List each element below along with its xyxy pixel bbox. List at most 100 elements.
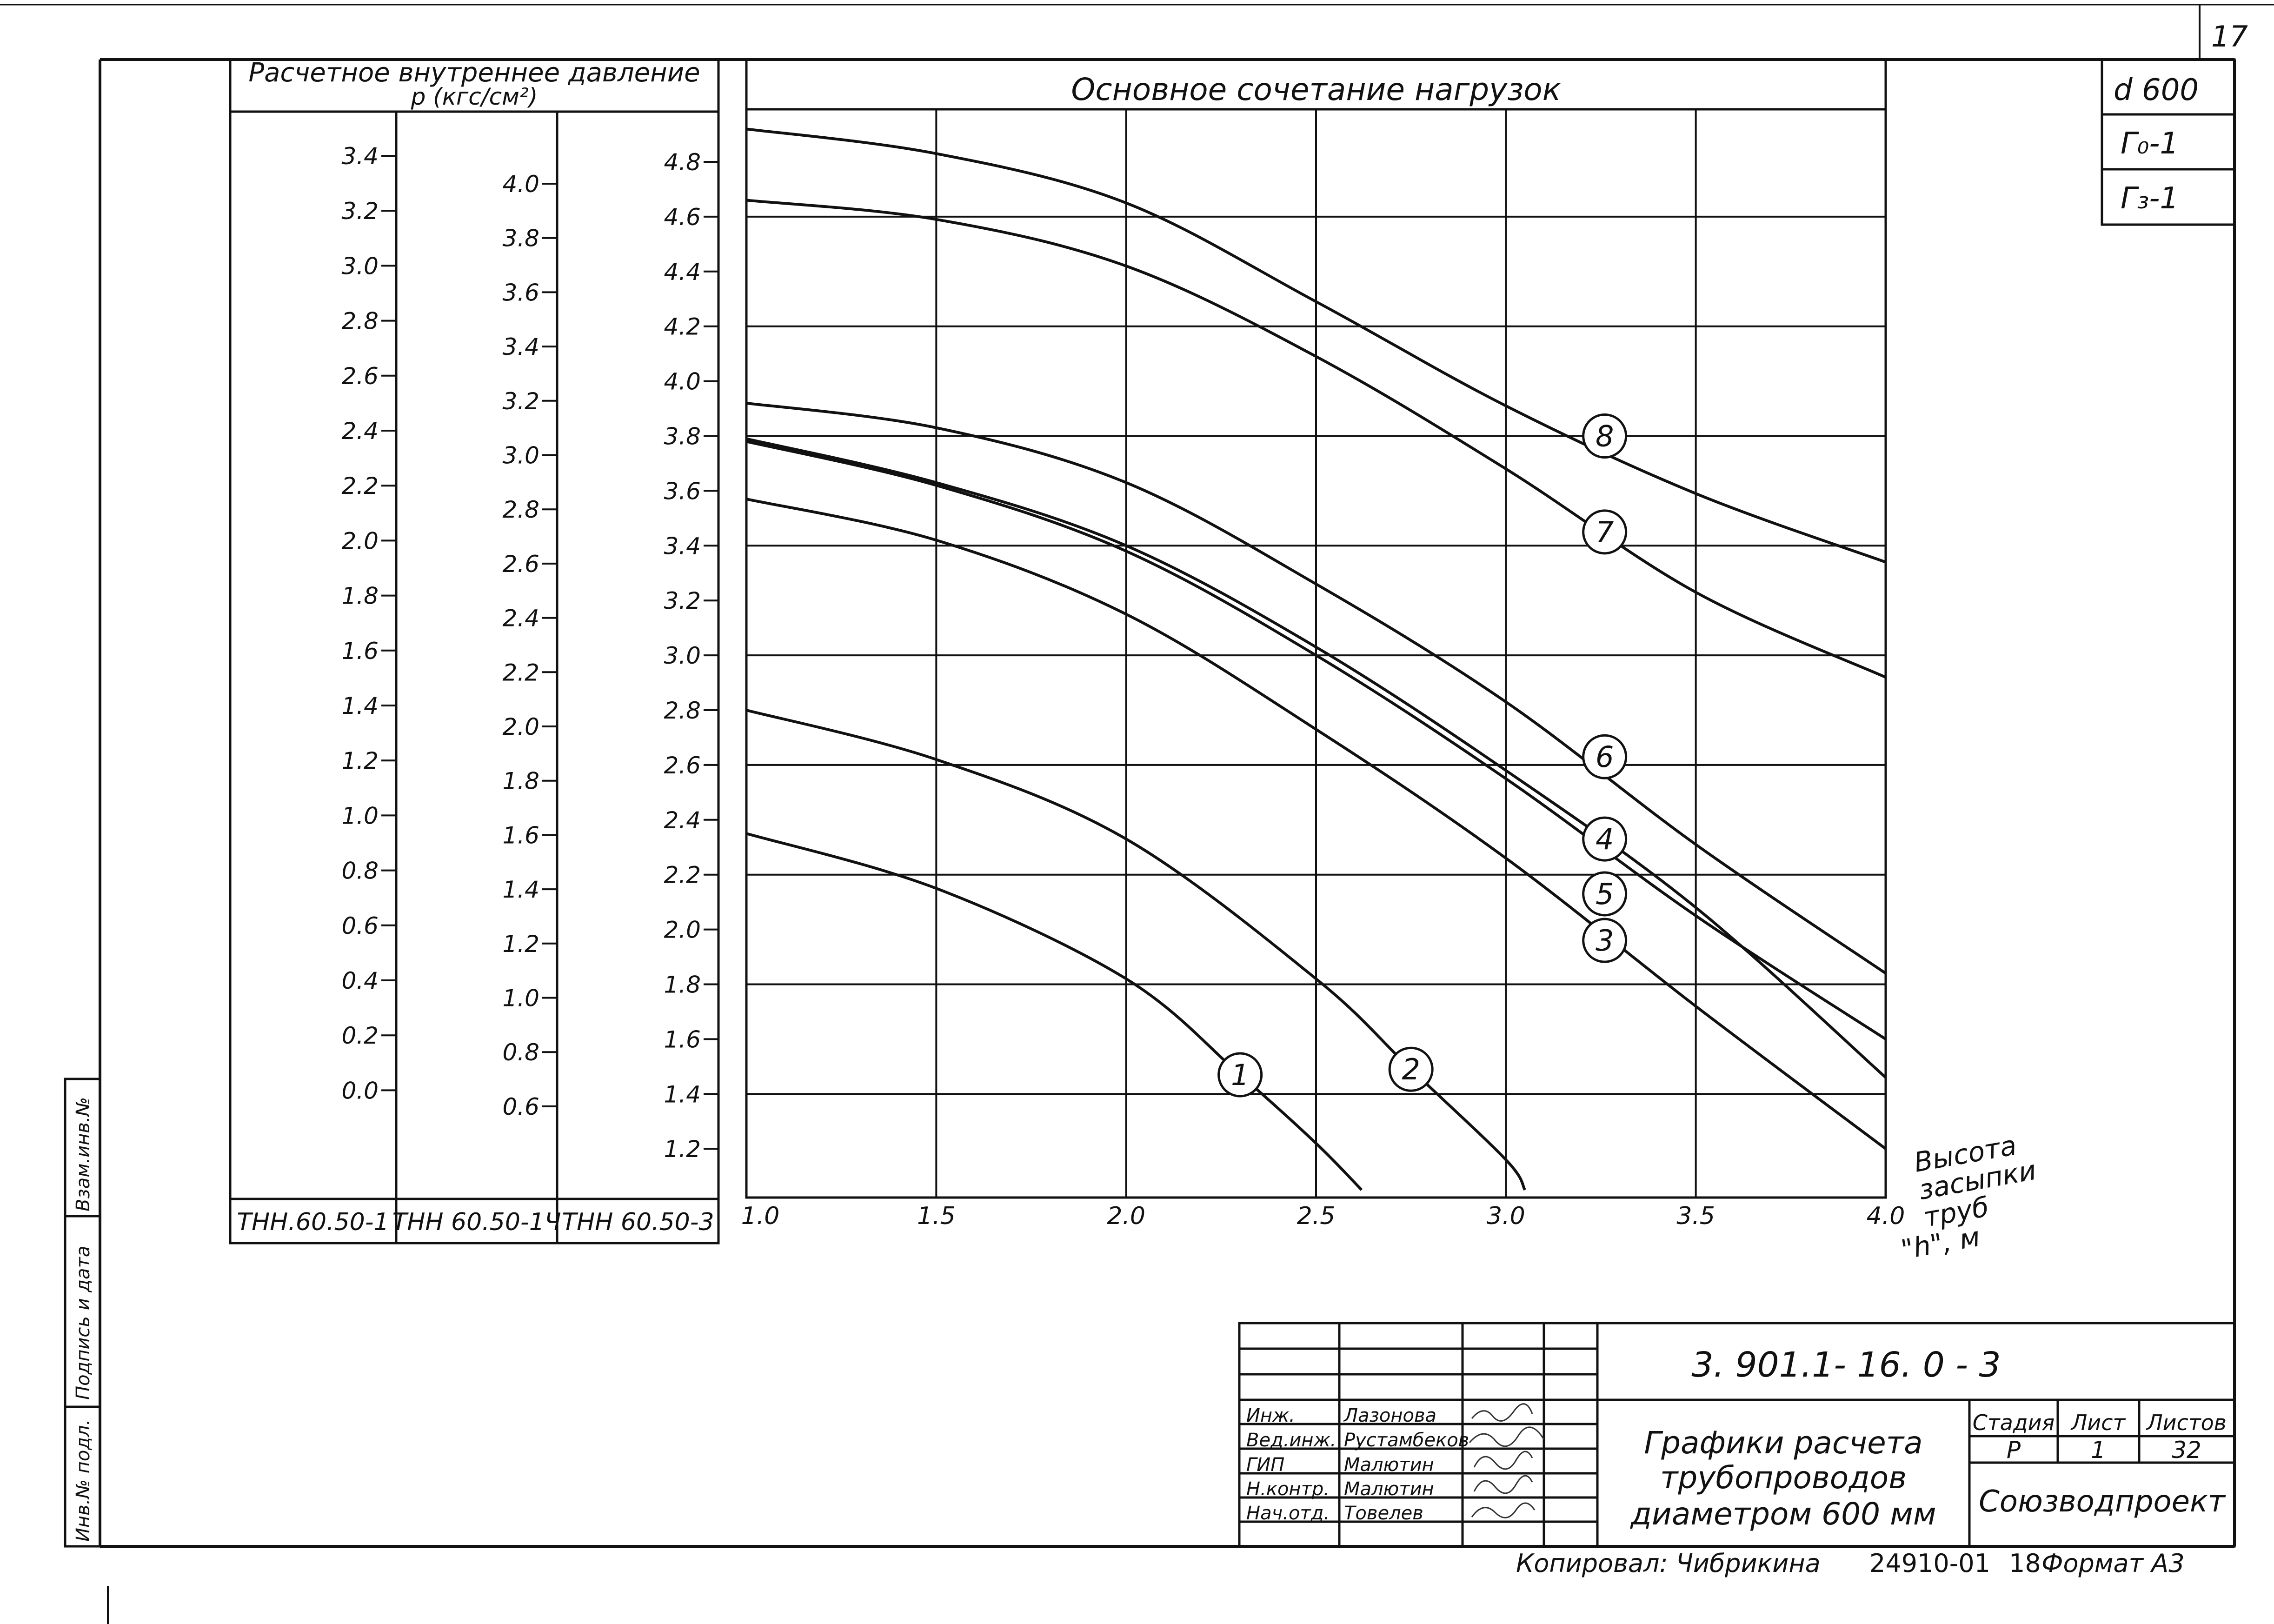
scale-tick-label: 4.2 [664, 313, 701, 340]
scale-tick-label: 3.2 [502, 388, 539, 415]
scale-tick-label: 0.6 [502, 1093, 539, 1120]
x-tick-label-2: 1.5 [917, 1202, 956, 1230]
role-name-5: Товелев [1344, 1503, 1423, 1524]
copied-by: Копировал: Чибрикина [1516, 1549, 1821, 1578]
curve-5 [746, 437, 1886, 1079]
title-block-lines [1238, 1322, 2236, 1548]
scale-tick-label: 1.6 [502, 822, 539, 849]
scale-tick-label: 2.2 [341, 473, 379, 499]
scale-tick-label: 3.0 [664, 642, 701, 669]
curve-label-circle-5 [1582, 871, 1628, 917]
scale-tick-label: 3.6 [664, 478, 701, 505]
scale-tick-label: 1.8 [502, 768, 539, 795]
x-tick-label-4: 2.5 [1297, 1202, 1336, 1230]
scale-tick-label: 3.4 [664, 532, 701, 559]
scale-tick-label: 4.0 [502, 171, 539, 198]
drawing-frame [0, 4, 2274, 1548]
curve-1 [746, 832, 1363, 1191]
scale-tick-label: 1.2 [664, 1136, 701, 1163]
role-2: Вед.инж. [1246, 1430, 1336, 1451]
scale-footer-2: ТНН 60.50-1Ч [392, 1208, 561, 1236]
scale-tick-label: 1.6 [341, 638, 379, 665]
scale-tick-label: 2.0 [664, 917, 701, 944]
side-stamp-sign-label: Подпись и дата [73, 1246, 94, 1400]
scale-tick-label: 0.2 [341, 1022, 379, 1049]
scale-tick-label: 3.8 [502, 225, 539, 252]
curve-label-3: 3 [1596, 924, 1614, 958]
scale-tick-label: 1.2 [502, 931, 539, 958]
chart-curves [746, 127, 1886, 1191]
scale-tick-label: 3.4 [341, 143, 379, 170]
x-axis-label: Высотазасыпкитруб"h", м [1884, 1127, 2048, 1266]
x-tick-label-5: 3.0 [1487, 1202, 1525, 1230]
x-tick-label-7: 4.0 [1867, 1202, 1905, 1230]
curve-6 [746, 401, 1886, 975]
scale-tick-label: 2.8 [664, 697, 701, 724]
curve-label-2: 2 [1402, 1052, 1420, 1086]
role-5: Нач.отд. [1246, 1503, 1330, 1524]
scale-tick-label: 1.0 [502, 985, 539, 1012]
scale-tick-label: 0.8 [341, 858, 379, 885]
pressure-scale-table [229, 58, 720, 1245]
scale-tick-label: 2.2 [502, 659, 539, 686]
side-stamp-replace-label: Взам.инв.№ [73, 1097, 94, 1211]
scale-tick-label: 2.8 [341, 308, 379, 335]
scale-tick-label: 1.6 [664, 1026, 701, 1053]
curve-label-1: 1 [1231, 1058, 1249, 1092]
curve-label-circle-1 [1217, 1052, 1263, 1098]
role-name-2: Рустамбеков [1344, 1430, 1469, 1451]
scale-tick-label: 1.0 [341, 802, 379, 829]
scale-tick-label: 1.4 [341, 692, 379, 719]
sheet-value: 1 [2091, 1437, 2106, 1464]
scale-tick-label: 1.8 [664, 972, 701, 998]
curve-3 [746, 498, 1886, 1150]
role-name-1: Лазонова [1343, 1405, 1436, 1426]
role-3: ГИП [1246, 1454, 1284, 1476]
scale-tick-label: 3.0 [341, 253, 379, 280]
curve-label-7: 7 [1596, 515, 1614, 549]
scale-tick-label: 2.0 [341, 527, 379, 554]
sheet-header: Лист [2070, 1410, 2126, 1435]
x-tick-label-3: 2.0 [1107, 1202, 1145, 1230]
curve-label-6: 6 [1596, 740, 1614, 774]
order-number: 24910-01 [1869, 1549, 1990, 1578]
side-stamp [64, 1078, 101, 1548]
stage-header: Стадия [1973, 1410, 2055, 1435]
scale-tick-label: 2.4 [664, 807, 701, 834]
x-tick-label-1: 1.0 [741, 1202, 780, 1230]
curve-label-8: 8 [1596, 419, 1614, 453]
curve-label-circle-4 [1582, 816, 1628, 862]
scale-tick-label: 2.6 [502, 551, 539, 578]
organization: Союзводпроект [1979, 1484, 2226, 1519]
scale-tick-label: 2.6 [664, 752, 701, 779]
stage-value: Р [2007, 1437, 2021, 1464]
footer-number: 18 [2009, 1549, 2041, 1578]
scale-tick-label: 1.2 [341, 747, 379, 774]
curve-label-circle-7 [1582, 509, 1628, 555]
doc-title-line-1: Графики расчета [1644, 1425, 1922, 1461]
page-number: 17 [2211, 20, 2248, 53]
format-label: Формат А3 [2041, 1549, 2185, 1578]
curve-label-circle-2 [1388, 1046, 1434, 1092]
scale-tick-label: 4.4 [664, 259, 701, 286]
scale-tick-label: 2.4 [341, 418, 379, 445]
scale-tick-label: 4.8 [664, 149, 701, 176]
scale-tick-label: 3.0 [502, 442, 539, 469]
pressure-header-unit: р (кгс/см²) [411, 83, 538, 110]
tag-diameter: d 600 [2114, 73, 2199, 107]
scale-tick-label: 4.0 [664, 368, 701, 395]
curve-8 [746, 127, 1886, 564]
curve-label-circle-3 [1582, 918, 1628, 963]
curve-label-circle-8 [1582, 413, 1628, 459]
x-tick-label-6: 3.5 [1676, 1202, 1715, 1230]
sheet-tags: d 600 Г₀-1 Г₃-1 [2101, 58, 2236, 226]
scale-tick-label: 3.2 [341, 198, 379, 225]
scale-tick-label: 3.4 [502, 333, 539, 360]
chart-grid [746, 109, 1886, 1198]
role-4: Н.контр. [1246, 1478, 1330, 1500]
curve-7 [746, 199, 1886, 679]
side-stamp-inv-label: Инв.№ подл. [73, 1419, 94, 1542]
scale-tick-label: 2.4 [502, 605, 539, 632]
scale-tick-label: 0.8 [502, 1039, 539, 1066]
